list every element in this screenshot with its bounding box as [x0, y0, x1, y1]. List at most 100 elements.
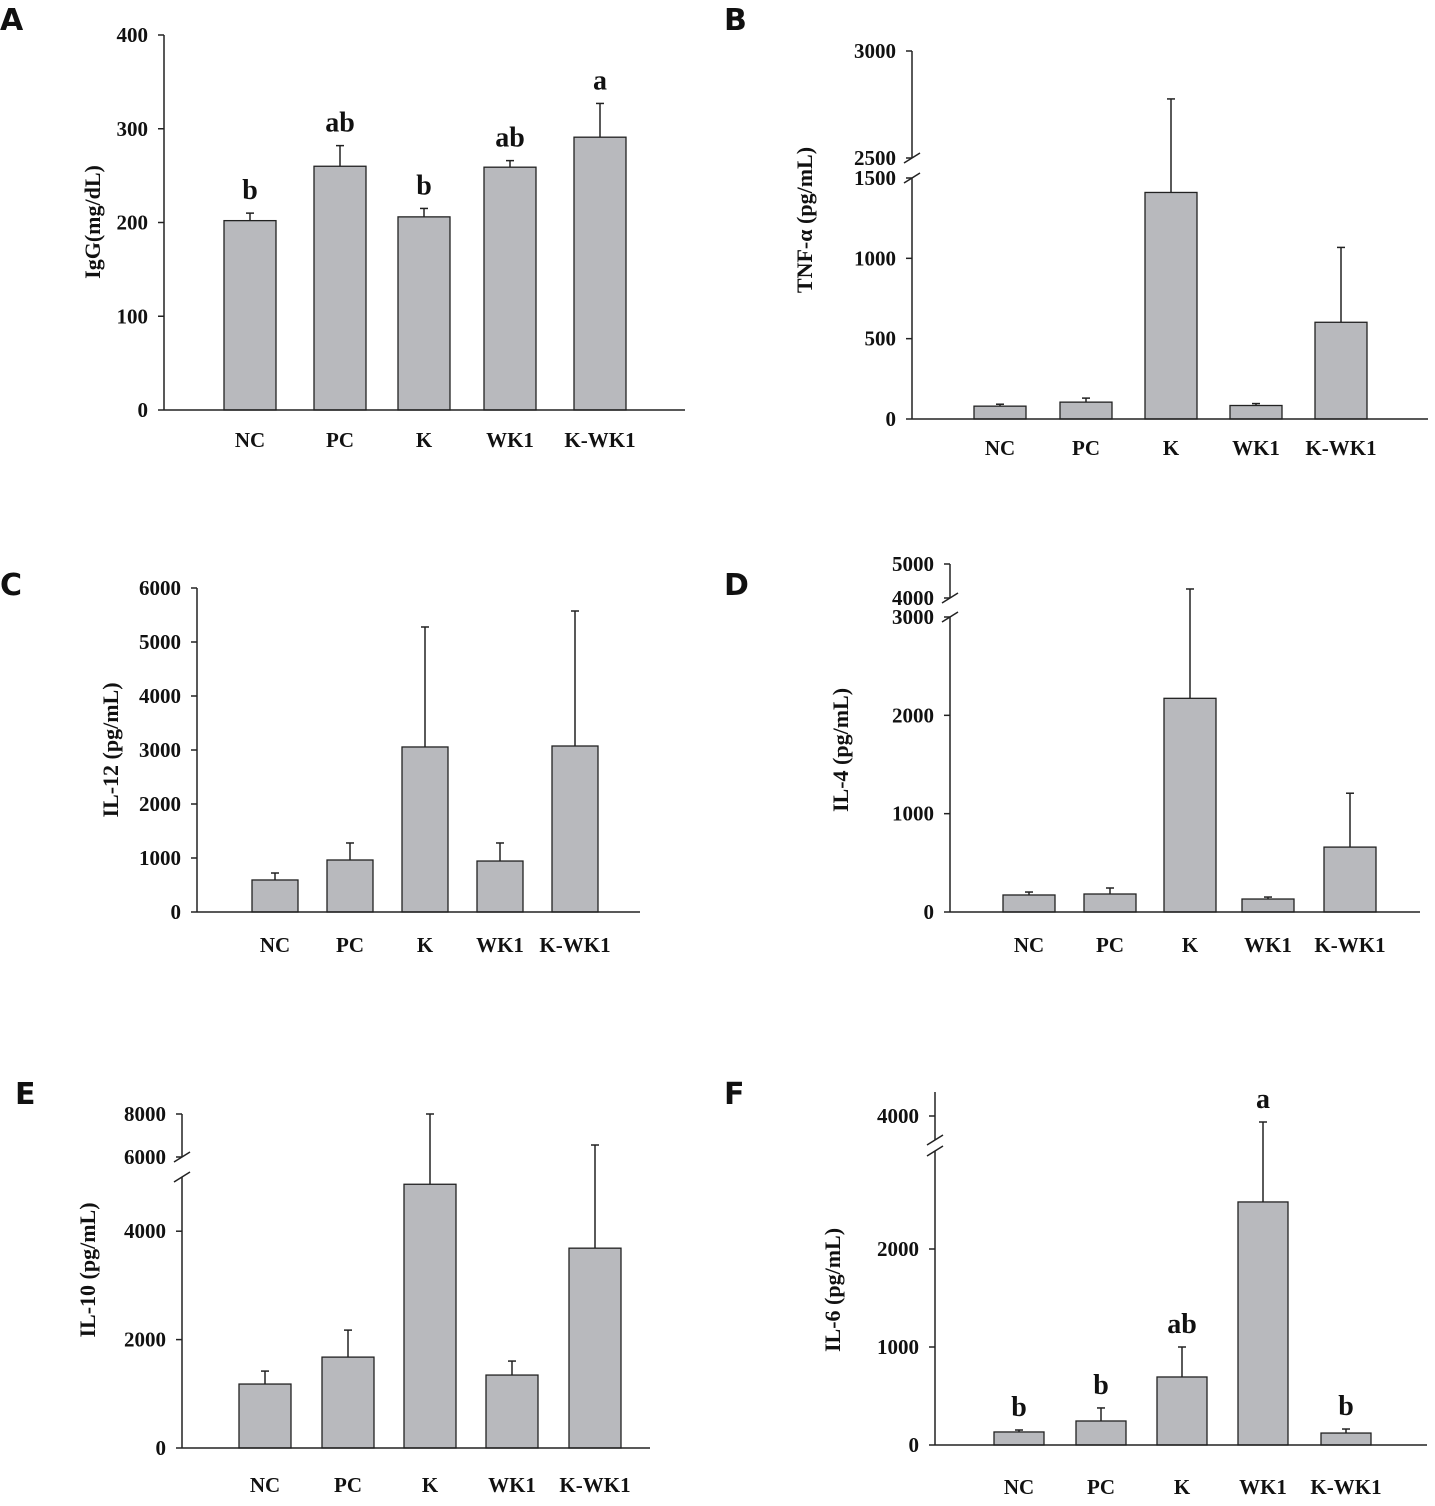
axis-break-mark [926, 1145, 944, 1157]
bar [1229, 404, 1283, 420]
y-tick-label: 0 [909, 1433, 920, 1457]
significance-letter: b [242, 175, 258, 206]
panel-label: A [0, 3, 24, 38]
y-axis-title: IL-4 (pg/mL) [828, 688, 853, 812]
y-tick-label: 0 [156, 1436, 167, 1460]
bar [401, 746, 449, 913]
bar [568, 1247, 622, 1449]
bar [1237, 1201, 1289, 1446]
bar [397, 216, 451, 411]
bar [1059, 401, 1113, 420]
y-tick-label: 1000 [877, 1335, 919, 1359]
y-axis-title: IL-10 (pg/mL) [75, 1202, 100, 1337]
y-tick-label: 8000 [124, 1102, 166, 1126]
y-tick-label: 6000 [124, 1145, 166, 1169]
x-tick-label: WK1 [1232, 436, 1280, 460]
axis-break-mark [926, 1134, 944, 1146]
x-tick-label: PC [1087, 1475, 1115, 1499]
x-tick-label: NC [235, 428, 265, 452]
x-tick-label: K [417, 933, 434, 957]
y-tick-label: 2000 [892, 703, 934, 727]
bar [403, 1183, 457, 1449]
y-tick-label: 3000 [854, 39, 896, 63]
panel-f: F NC b PC b Kab WK1 a K-WK1 b 0 1000 2000 4000 IL-6 (p… [724, 1077, 1427, 1499]
x-tick-label: NC [260, 933, 290, 957]
bar [1163, 697, 1217, 913]
panel-e: E NC PC K WK1 K-WK1 0 2000 4000 6000 8000 IL-10 (pg… [15, 1077, 650, 1497]
x-tick-label: K-WK1 [564, 428, 635, 452]
x-tick-label: NC [1004, 1475, 1034, 1499]
panel-label: C [0, 568, 22, 603]
x-tick-label: WK1 [476, 933, 524, 957]
x-tick-label: K-WK1 [1310, 1475, 1381, 1499]
x-tick-label: K [1182, 933, 1199, 957]
y-tick-label: 3000 [139, 738, 181, 762]
x-tick-label: WK1 [1239, 1475, 1287, 1499]
x-tick-label: K [1163, 436, 1180, 460]
significance-letter: b [1338, 1391, 1354, 1422]
significance-letter: b [416, 170, 432, 201]
bar [993, 1431, 1045, 1446]
panel-c: C NC PC K WK1 K-WK1 0 1000 2000 3000 4000 5000 6000 I… [0, 568, 640, 957]
y-tick-label: 1500 [854, 166, 896, 190]
y-tick-label: 2000 [124, 1328, 166, 1352]
significance-letter: ab [325, 108, 355, 139]
y-tick-label: 3000 [892, 605, 934, 629]
x-tick-label: K-WK1 [539, 933, 610, 957]
bar [1241, 898, 1295, 913]
bar [551, 745, 599, 913]
y-axis-title: TNF-α (pg/mL) [792, 147, 817, 293]
y-tick-label: 100 [117, 304, 149, 328]
y-axis-title: IgG(mg/dL) [80, 165, 105, 279]
bar [1002, 894, 1056, 913]
y-tick-label: 2000 [877, 1237, 919, 1261]
bar [313, 165, 367, 411]
bar [476, 860, 524, 913]
x-tick-label: NC [250, 1473, 280, 1497]
panel-label: E [15, 1077, 36, 1112]
bar [1323, 846, 1377, 913]
bar [1314, 321, 1368, 420]
significance-letter: a [1256, 1084, 1270, 1115]
y-tick-label: 500 [865, 327, 897, 351]
x-tick-label: K-WK1 [559, 1473, 630, 1497]
bar [251, 879, 299, 913]
bar [238, 1383, 292, 1449]
y-tick-label: 1000 [892, 802, 934, 826]
bar [1144, 191, 1198, 420]
x-tick-label: NC [1014, 933, 1044, 957]
bar [1320, 1432, 1372, 1446]
y-tick-label: 0 [924, 900, 935, 924]
y-tick-label: 5000 [892, 552, 934, 576]
y-axis-title: IL-12 (pg/mL) [98, 682, 123, 817]
bar [321, 1356, 375, 1449]
y-tick-label: 2000 [139, 792, 181, 816]
x-tick-label: PC [1096, 933, 1124, 957]
y-tick-label: 300 [117, 117, 149, 141]
y-tick-label: 4000 [124, 1219, 166, 1243]
significance-letter: ab [495, 123, 525, 154]
y-tick-label: 4000 [892, 586, 934, 610]
x-tick-label: K [416, 428, 433, 452]
bar [1083, 893, 1137, 913]
y-tick-label: 200 [117, 211, 149, 235]
y-tick-label: 2500 [854, 146, 896, 170]
x-tick-label: PC [334, 1473, 362, 1497]
significance-letter: b [1093, 1370, 1109, 1401]
y-tick-label: 1000 [854, 246, 896, 270]
y-tick-label: 0 [171, 900, 182, 924]
y-tick-label: 5000 [139, 630, 181, 654]
panel-a: A NC b PC ab Kb WK1 ab K-WK1 a 0 100 200 300 400 IgG(mg… [0, 3, 685, 452]
x-tick-label: WK1 [1244, 933, 1292, 957]
significance-letter: a [593, 65, 607, 96]
x-tick-label: WK1 [486, 428, 534, 452]
panel-label: F [724, 1077, 745, 1112]
bar [1156, 1376, 1208, 1446]
y-tick-label: 400 [117, 23, 149, 47]
y-tick-label: 4000 [877, 1104, 919, 1128]
significance-letter: b [1011, 1392, 1027, 1423]
y-tick-label: 1000 [139, 846, 181, 870]
